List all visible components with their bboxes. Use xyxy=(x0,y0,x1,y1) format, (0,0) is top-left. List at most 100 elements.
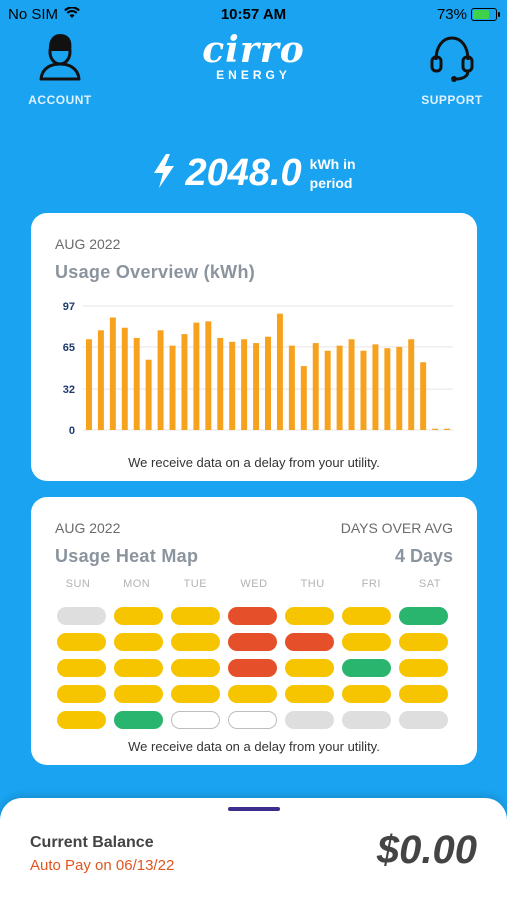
weekday-label-sat: SAT xyxy=(418,578,441,590)
heat-map-day-cell[interactable] xyxy=(342,607,391,625)
heat-map-day-cell[interactable] xyxy=(399,659,448,677)
heat-map-day-cell[interactable] xyxy=(342,685,391,703)
usage-bar-day-21[interactable] xyxy=(324,350,331,430)
wifi-icon xyxy=(64,5,80,23)
heat-map-day-cell[interactable] xyxy=(57,659,106,677)
unit-line-2: period xyxy=(309,174,353,191)
logo-text: cirro xyxy=(202,29,305,71)
usage-bar-day-24[interactable] xyxy=(360,350,367,430)
usage-bar-day-2[interactable] xyxy=(97,330,104,430)
usage-bar-day-1[interactable] xyxy=(85,339,92,430)
heat-map-day-cell[interactable] xyxy=(114,607,163,625)
weekday-label-tue: TUE xyxy=(183,578,208,590)
unit-line-1: kWh in xyxy=(309,155,356,172)
usage-bar-day-23[interactable] xyxy=(348,339,355,430)
weekday-header: SUN MON TUE WED THU FRI SAT xyxy=(53,578,455,590)
days-over-avg-label: DAYS OVER AVG xyxy=(340,520,453,536)
usage-bar-day-5[interactable] xyxy=(133,337,140,430)
heat-map-day-cell[interactable] xyxy=(114,685,163,703)
drag-handle[interactable] xyxy=(228,807,280,811)
weekday-label-fri: FRI xyxy=(361,578,381,590)
usage-bar-day-11[interactable] xyxy=(205,321,212,430)
carrier-label: No SIM xyxy=(8,5,59,23)
heat-map-day-cell xyxy=(57,607,106,625)
heat-map-day-cell[interactable] xyxy=(171,607,220,625)
heat-map-day-cell[interactable] xyxy=(114,659,163,677)
heat-map-day-cell[interactable] xyxy=(228,607,277,625)
heat-map-day-cell[interactable] xyxy=(114,711,163,729)
usage-bar-day-13[interactable] xyxy=(229,341,236,430)
support-button[interactable]: SUPPORT xyxy=(402,30,502,107)
heat-map-delay-note: We receive data on a delay from your uti… xyxy=(128,739,380,754)
usage-bar-day-26[interactable] xyxy=(384,348,391,430)
account-icon xyxy=(33,30,87,89)
y-tick-label: 0 xyxy=(69,425,75,437)
usage-bar-day-4[interactable] xyxy=(121,327,128,430)
usage-bar-day-12[interactable] xyxy=(217,337,224,430)
heat-map-day-cell xyxy=(171,711,220,729)
heat-map-day-cell[interactable] xyxy=(228,633,277,651)
usage-bar-day-19[interactable] xyxy=(300,366,307,430)
usage-bar-day-31[interactable] xyxy=(444,428,451,430)
heat-map-day-cell[interactable] xyxy=(285,659,334,677)
usage-bar-day-25[interactable] xyxy=(372,344,379,430)
battery-icon xyxy=(471,7,500,21)
usage-bar-day-7[interactable] xyxy=(157,330,164,430)
heat-map-day-cell[interactable] xyxy=(57,711,106,729)
usage-bar-day-14[interactable] xyxy=(241,339,248,430)
usage-overview-card[interactable]: AUG 2022 Usage Overview (kWh) 0 32 65 97 We… xyxy=(31,213,477,481)
heat-map-day-cell[interactable] xyxy=(285,633,334,651)
heat-map-grid xyxy=(57,607,448,729)
heat-map-day-cell[interactable] xyxy=(57,633,106,651)
usage-bar-day-20[interactable] xyxy=(312,343,319,430)
heat-map-day-cell[interactable] xyxy=(57,685,106,703)
usage-bar-day-9[interactable] xyxy=(181,334,188,430)
cirro-energy-logo: cirro ENERGY xyxy=(150,30,357,82)
heat-map-title: Usage Heat Map xyxy=(55,546,199,566)
autopay-date: Auto Pay on 06/13/22 xyxy=(30,857,175,874)
usage-period: AUG 2022 xyxy=(55,236,121,252)
usage-bar-day-16[interactable] xyxy=(265,336,271,430)
balance-panel[interactable]: Current Balance Auto Pay on 06/13/22 $0.… xyxy=(0,798,507,900)
usage-bar-day-10[interactable] xyxy=(193,322,200,430)
heat-map-day-cell[interactable] xyxy=(342,633,391,651)
usage-delay-note: We receive data on a delay from your uti… xyxy=(128,455,380,470)
heat-map-day-cell[interactable] xyxy=(114,633,163,651)
heat-map-day-cell[interactable] xyxy=(171,659,220,677)
heat-map-day-cell[interactable] xyxy=(399,607,448,625)
app-header: ACCOUNT cirro ENERGY SUPPORT xyxy=(0,30,507,110)
heat-map-day-cell[interactable] xyxy=(285,607,334,625)
heat-map-day-cell[interactable] xyxy=(171,685,220,703)
status-right: 73% xyxy=(437,6,500,23)
heat-map-day-cell[interactable] xyxy=(399,685,448,703)
lightning-bolt-icon xyxy=(151,153,177,194)
usage-overview-title: Usage Overview (kWh) xyxy=(55,262,256,282)
usage-bar-day-28[interactable] xyxy=(408,339,415,430)
heat-map-day-cell[interactable] xyxy=(228,659,277,677)
status-left: No SIM xyxy=(8,6,80,23)
heat-map-day-cell[interactable] xyxy=(399,633,448,651)
usage-bar-day-18[interactable] xyxy=(288,345,295,430)
usage-bar-day-8[interactable] xyxy=(169,345,176,430)
usage-heat-map-card[interactable]: AUG 2022 DAYS OVER AVG Usage Heat Map 4 … xyxy=(31,497,477,765)
heat-map-day-cell[interactable] xyxy=(171,633,220,651)
usage-bar-day-3[interactable] xyxy=(109,317,116,430)
usage-bar-day-30[interactable] xyxy=(432,428,439,430)
weekday-label-wed: WED xyxy=(240,578,268,590)
usage-bar-day-29[interactable] xyxy=(420,362,427,430)
heat-map-day-cell[interactable] xyxy=(228,685,277,703)
battery-level xyxy=(473,9,490,19)
y-tick-label: 97 xyxy=(63,301,75,313)
account-button[interactable]: ACCOUNT xyxy=(10,30,110,107)
usage-bar-day-17[interactable] xyxy=(276,313,283,430)
usage-bar-day-27[interactable] xyxy=(396,346,403,430)
balance-amount: $0.00 xyxy=(376,828,477,872)
usage-bar-day-22[interactable] xyxy=(336,345,343,430)
usage-bar-day-15[interactable] xyxy=(253,343,260,430)
usage-bar-day-6[interactable] xyxy=(145,359,152,430)
y-tick-label: 65 xyxy=(63,342,75,354)
heat-map-day-cell[interactable] xyxy=(285,685,334,703)
weekday-label-thu: THU xyxy=(300,578,325,590)
heat-map-day-cell[interactable] xyxy=(342,659,391,677)
usage-bar-chart[interactable]: 0 32 65 97 xyxy=(49,298,459,438)
